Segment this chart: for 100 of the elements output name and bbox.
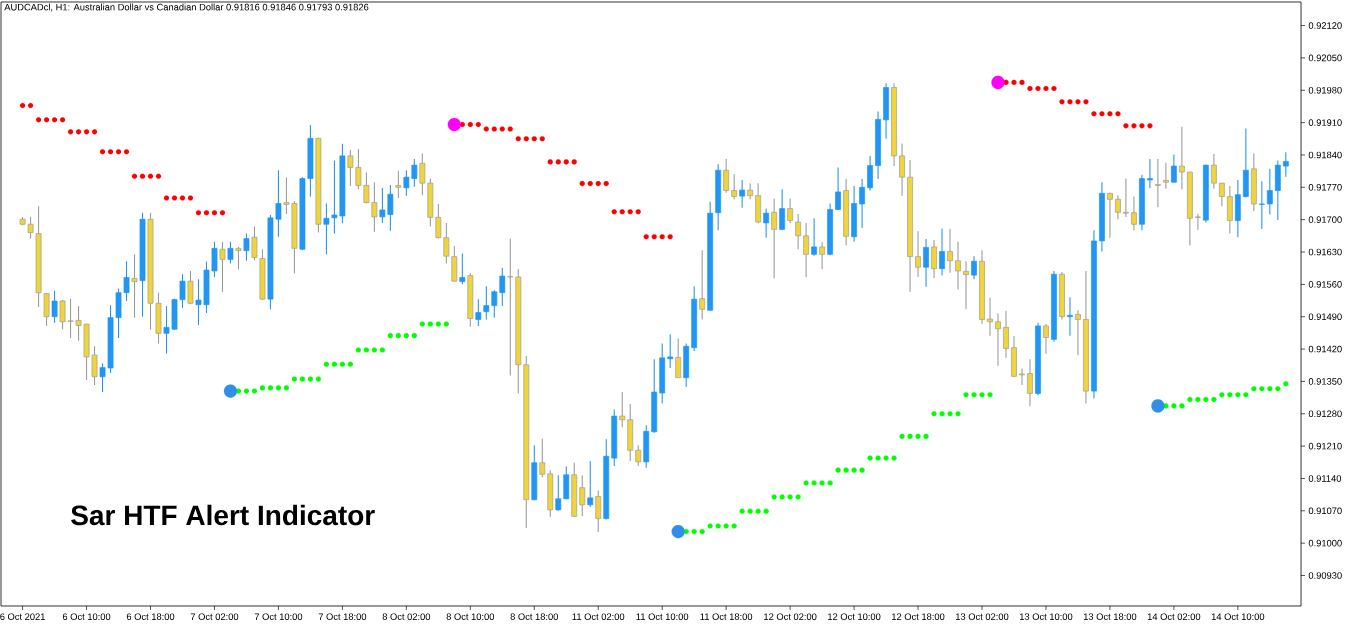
x-tick-label: 7 Oct 02:00 <box>190 613 239 620</box>
y-tick-label: 0.91770 <box>1308 184 1342 191</box>
candlestick <box>779 188 786 231</box>
candlestick <box>539 438 546 479</box>
x-tick-label: 8 Oct 02:00 <box>382 613 431 620</box>
y-tick-label: 0.91630 <box>1308 248 1342 256</box>
x-tick-label: 11 Oct 18:00 <box>700 613 753 620</box>
candlestick <box>987 297 993 337</box>
candlestick <box>555 474 562 512</box>
candlestick <box>251 226 258 261</box>
candlestick <box>835 166 841 211</box>
candlestick <box>1107 192 1113 239</box>
candlestick <box>739 179 746 209</box>
candlestick <box>1075 309 1081 356</box>
candlestick <box>1043 323 1049 355</box>
y-tick-label: 0.91420 <box>1308 345 1342 353</box>
x-tick-label: 13 Oct 18:00 <box>1083 613 1137 620</box>
x-tick-label: 7 Oct 18:00 <box>318 613 367 620</box>
x-tick-label: 13 Oct 10:00 <box>1019 613 1073 620</box>
candlestick <box>1210 153 1217 190</box>
candlestick <box>323 202 330 255</box>
candlestick <box>787 197 794 224</box>
x-tick-label: 12 Oct 18:00 <box>892 613 945 620</box>
candlestick <box>619 391 626 428</box>
candlestick <box>763 208 770 239</box>
candlestick <box>811 217 818 257</box>
y-tick-label: 0.91910 <box>1308 119 1342 126</box>
candlestick <box>795 213 802 250</box>
candlestick <box>899 142 905 197</box>
candlestick <box>227 241 234 265</box>
candlestick <box>1163 162 1169 190</box>
candlestick <box>187 270 194 305</box>
candlestick <box>971 255 977 280</box>
candlestick <box>1131 196 1137 231</box>
candlestick <box>1266 168 1273 216</box>
candlestick <box>675 337 682 379</box>
x-tick-label: 12 Oct 10:00 <box>828 613 881 620</box>
x-tick-label: 11 Oct 10:00 <box>636 613 689 620</box>
candlestick <box>1147 158 1153 189</box>
candlestick <box>931 239 937 279</box>
candlestick <box>803 222 810 278</box>
y-tick-label: 0.91350 <box>1308 378 1342 385</box>
candlestick <box>1019 367 1025 386</box>
y-tick-label: 0.91210 <box>1308 442 1342 450</box>
x-tick-label: 14 Oct 02:00 <box>1147 613 1201 620</box>
candlestick <box>955 241 961 290</box>
candlestick <box>819 241 826 270</box>
candlestick <box>699 249 706 321</box>
x-tick-label: 13 Oct 02:00 <box>956 613 1009 620</box>
candlestick <box>1194 213 1201 231</box>
candlestick <box>1155 158 1161 208</box>
x-tick-label: 14 Oct 10:00 <box>1211 613 1265 620</box>
candlestick <box>43 292 50 327</box>
candlestick <box>915 230 921 278</box>
candlestick <box>1258 180 1265 230</box>
candlestick <box>1067 296 1073 337</box>
candlestick <box>747 182 754 200</box>
x-tick-label: 8 Oct 18:00 <box>510 613 559 620</box>
candlestick <box>1115 194 1121 220</box>
candlestick <box>963 260 969 310</box>
candlestick <box>1218 182 1225 207</box>
candlestick <box>579 474 586 517</box>
y-tick-label: 0.91000 <box>1308 539 1342 547</box>
candlestick <box>939 227 945 277</box>
y-tick-label: 0.92120 <box>1308 22 1342 29</box>
y-tick-label: 0.91140 <box>1308 475 1342 482</box>
candlestick <box>1282 151 1289 178</box>
candlestick <box>667 333 674 369</box>
candlestick <box>475 298 482 327</box>
y-tick-label: 0.91280 <box>1308 410 1342 418</box>
x-tick-label: 8 Oct 10:00 <box>446 613 495 620</box>
x-tick-label: 6 Oct 10:00 <box>62 613 111 620</box>
candlestick <box>219 241 226 293</box>
candlestick <box>723 158 730 194</box>
candlestick <box>131 253 138 319</box>
chart-title: AUDCADcl, H1: Australian Dollar vs Canadian Dollar 0.91816 0.91846 0.91793 0.91826 <box>4 3 369 12</box>
candlestick <box>859 178 865 229</box>
candlestick <box>1178 126 1185 191</box>
candlestick <box>947 228 953 274</box>
y-tick-label: 0.90930 <box>1308 572 1342 579</box>
candlestick <box>1003 310 1009 359</box>
y-tick-label: 0.91070 <box>1308 507 1342 515</box>
y-tick-label: 0.91980 <box>1308 86 1342 94</box>
y-tick-label: 0.92050 <box>1308 54 1342 62</box>
x-tick-label: 11 Oct 02:00 <box>572 613 625 620</box>
candlestick <box>995 312 1001 367</box>
candlestick <box>1027 358 1033 407</box>
candlestick <box>235 246 242 271</box>
candlestick <box>587 460 594 508</box>
x-tick-label: 6 Oct 2021 <box>0 613 45 620</box>
candlestick <box>395 170 402 199</box>
candlestick <box>867 155 873 192</box>
x-tick-label: 7 Oct 10:00 <box>254 613 303 620</box>
candlestick <box>51 290 58 324</box>
candlestick <box>243 232 250 262</box>
y-tick-label: 0.91490 <box>1308 313 1342 320</box>
x-tick-label: 12 Oct 02:00 <box>764 613 817 620</box>
y-tick-label: 0.91560 <box>1308 281 1342 288</box>
candlestick <box>1171 153 1177 183</box>
y-tick-label: 0.91700 <box>1308 216 1342 223</box>
